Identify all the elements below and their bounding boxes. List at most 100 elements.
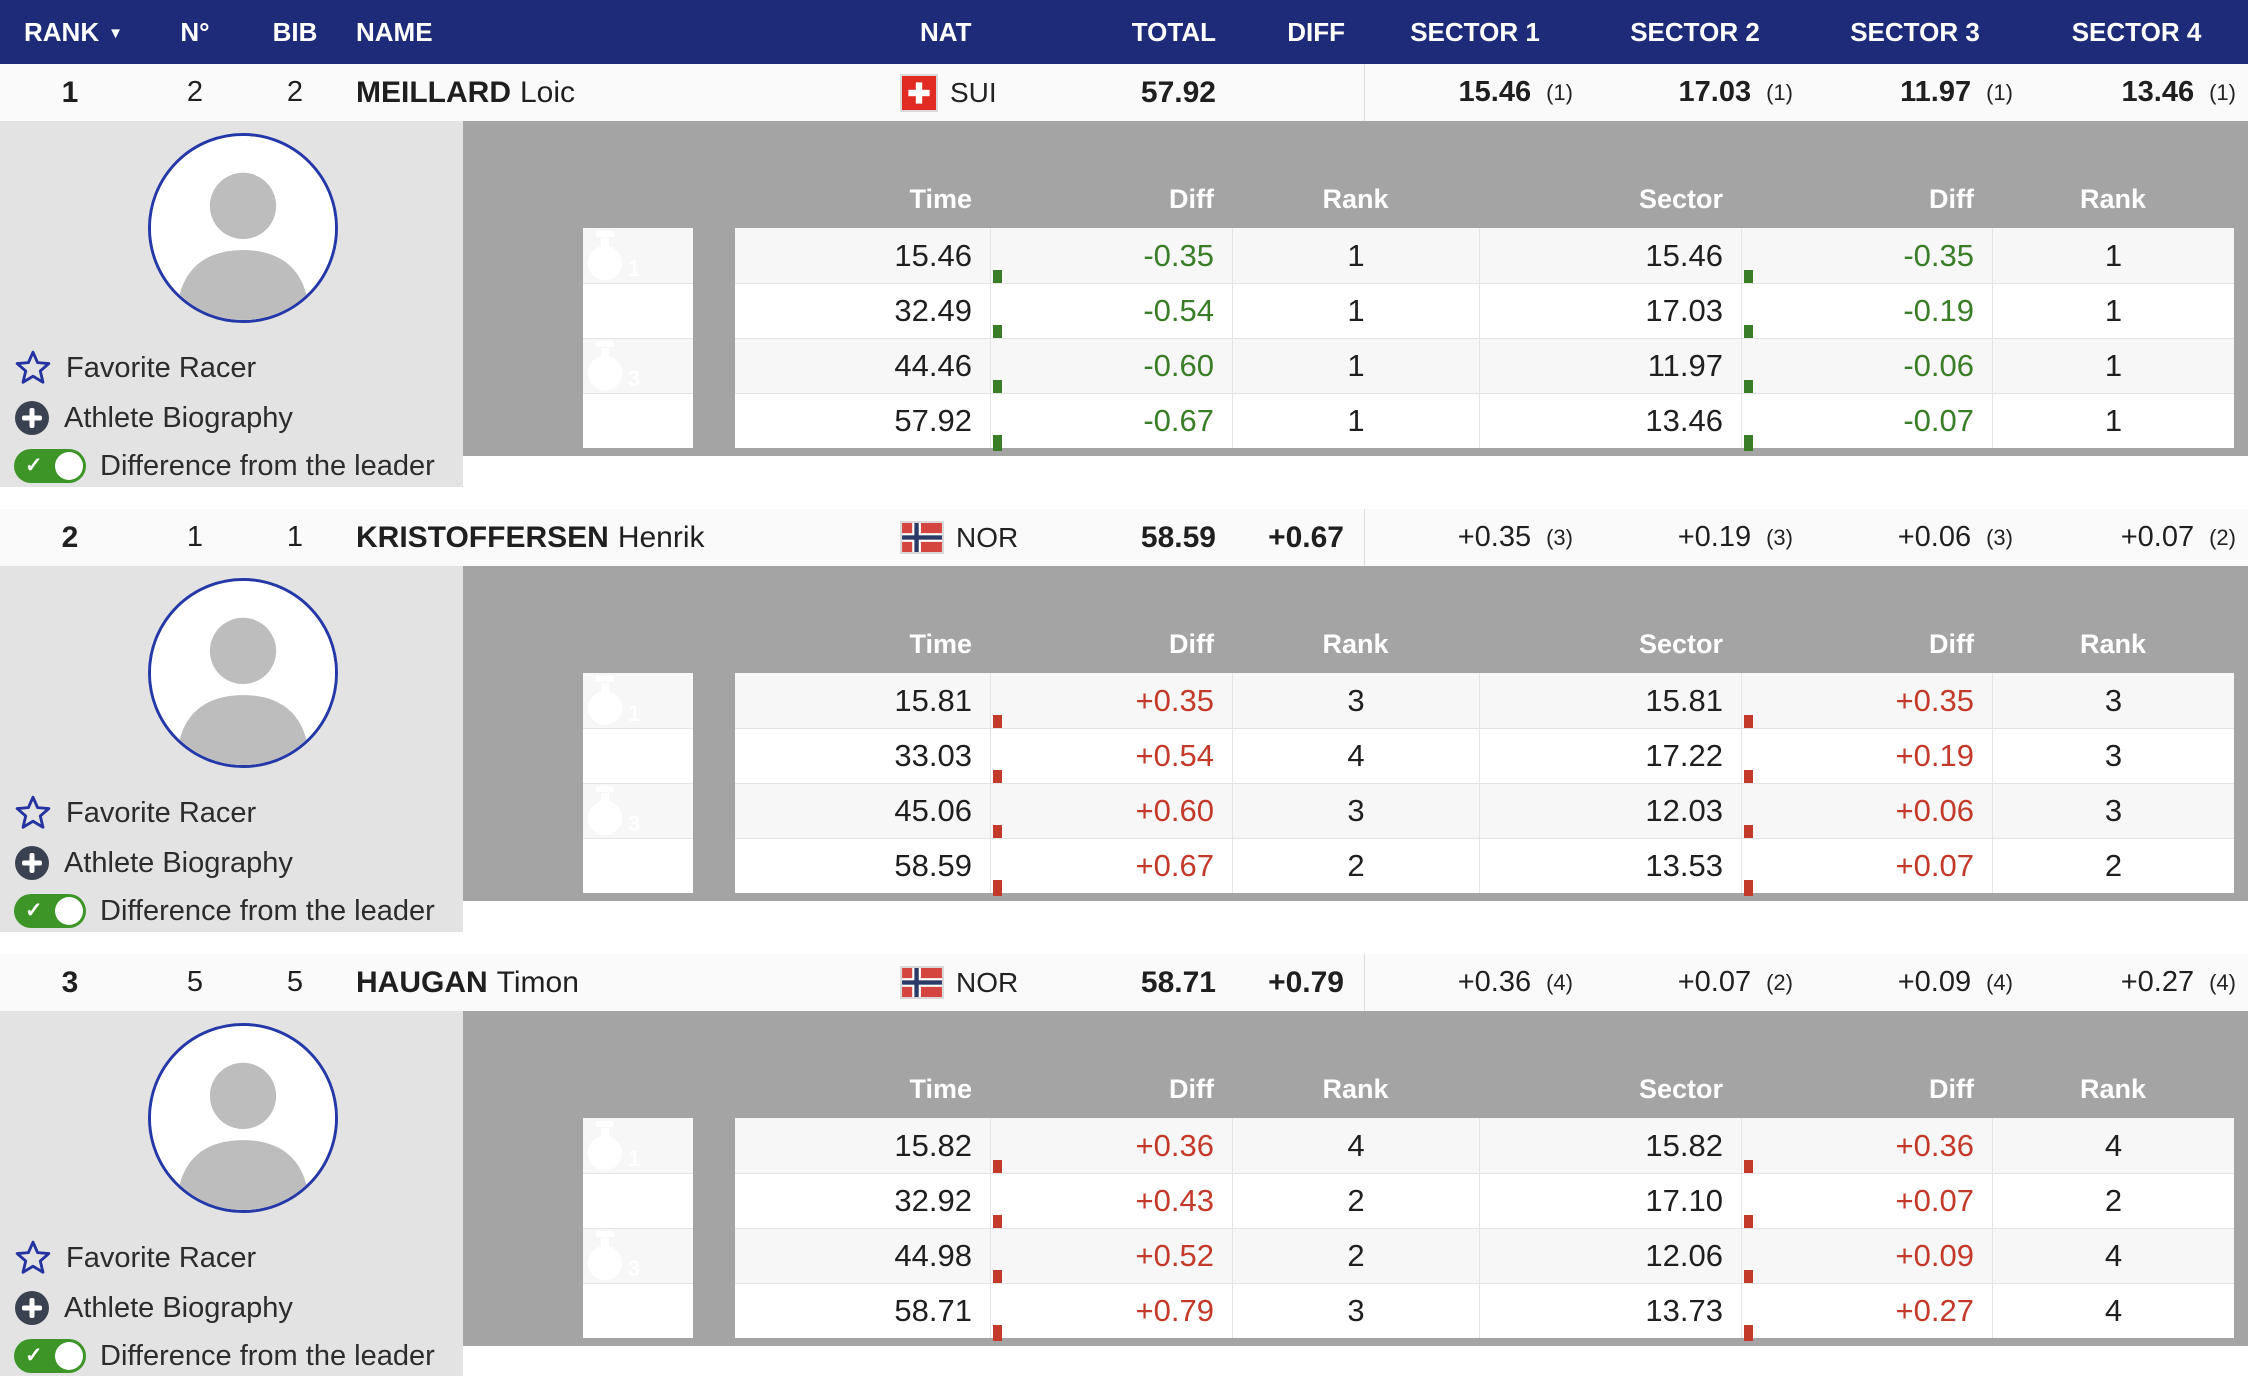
racer-block: 2 1 1 KRISTOFFERSEN Henrik NOR 58.59 +0.6… — [0, 509, 2248, 932]
bib-value: 2 — [286, 76, 304, 108]
sector1-value: +0.36 — [1457, 966, 1532, 998]
diff-marker — [993, 825, 1002, 841]
splits-header-sector-rank: Rank — [2079, 184, 2147, 214]
total-time: 57.92 — [1140, 75, 1216, 109]
favorite-racer-button[interactable]: Favorite Racer — [14, 1237, 256, 1279]
split-sector: 17.03 — [1479, 283, 1741, 338]
split-sector-rank: 3 — [1992, 673, 2234, 728]
intermediate-index: 3 — [628, 811, 641, 836]
difference-toggle-row: ✓ Difference from the leader — [14, 1335, 435, 1376]
split-icon-finish — [583, 1283, 693, 1338]
sector4-value: +0.27 — [2120, 966, 2195, 998]
nationality-code: NOR — [956, 966, 1019, 998]
splits-header-sector-diff: Diff — [1929, 184, 1974, 214]
split-time: 15.81 — [735, 673, 990, 728]
difference-toggle[interactable]: ✓ — [14, 894, 86, 928]
racer-sidebar: Favorite Racer Athlete Biography ✓ Diffe… — [0, 1011, 463, 1376]
split-time-rank: 3 — [1232, 1283, 1479, 1338]
split-time-diff: +0.35 — [990, 673, 1232, 731]
stopwatch-icon — [587, 1176, 623, 1226]
sui-flag-icon — [900, 73, 938, 112]
diff-marker — [993, 1325, 1002, 1341]
split-row-1: 1 15.81 +0.35 3 15.81 +0.35 3 — [583, 673, 2235, 731]
split-icon-intermediate-1: 1 — [583, 673, 693, 728]
favorite-racer-label: Favorite Racer — [66, 1241, 257, 1274]
check-icon: ✓ — [25, 454, 43, 477]
sector4-value: 13.46 — [2121, 76, 2195, 108]
split-sector-diff: +0.27 — [1741, 1283, 1992, 1341]
sector1-value: +0.35 — [1457, 521, 1532, 553]
racer-summary-row[interactable]: 2 1 1 KRISTOFFERSEN Henrik NOR 58.59 +0.6… — [0, 509, 2248, 566]
splits-table: Time Diff Rank Sector Diff Rank 1 15.81 — [583, 566, 2235, 896]
racer-lastname: HAUGAN — [356, 965, 488, 999]
split-sector-rank: 1 — [1992, 283, 2234, 338]
nor-flag-icon — [900, 521, 944, 554]
total-time: 58.59 — [1140, 520, 1216, 554]
racer-detail-panel: Favorite Racer Athlete Biography ✓ Diffe… — [0, 566, 2248, 932]
split-time-rank: 4 — [1232, 1118, 1479, 1173]
sector2-summary: +0.07 (2) — [1585, 966, 1805, 999]
header-rank-label: RANK — [24, 16, 100, 47]
stopwatch-icon — [587, 286, 623, 336]
splits-header-time-diff: Diff — [1169, 184, 1214, 214]
difference-toggle-label: Difference from the leader — [100, 1339, 435, 1372]
toggle-knob — [55, 452, 83, 480]
racer-photo — [148, 133, 338, 323]
split-icon-intermediate-1: 1 — [583, 228, 693, 283]
sector3-value: +0.06 — [1897, 521, 1972, 553]
split-sector-rank: 4 — [1992, 1228, 2234, 1283]
diff-marker — [993, 1215, 1002, 1231]
racer-photo — [148, 578, 338, 768]
sector3-value: +0.09 — [1897, 966, 1972, 998]
toggle-knob — [55, 1342, 83, 1370]
favorite-racer-button[interactable]: Favorite Racer — [14, 792, 256, 834]
athlete-biography-button[interactable]: Athlete Biography — [14, 1287, 293, 1329]
diff-marker — [1744, 1160, 1753, 1176]
sector2-summary: 17.03 (1) — [1585, 76, 1805, 109]
difference-toggle[interactable]: ✓ — [14, 1339, 86, 1373]
racer-sidebar: Favorite Racer Athlete Biography ✓ Diffe… — [0, 566, 463, 932]
split-sector-diff: +0.09 — [1741, 1228, 1992, 1286]
racer-summary-row[interactable]: 3 5 5 HAUGAN Timon NOR 58.71 +0.79 +0.36 … — [0, 954, 2248, 1011]
split-time: 57.92 — [735, 393, 990, 448]
athlete-biography-button[interactable]: Athlete Biography — [14, 397, 293, 439]
split-sector-diff: -0.07 — [1741, 393, 1992, 451]
split-sector-diff: -0.19 — [1741, 283, 1992, 341]
header-sector-2: SECTOR 2 — [1630, 16, 1760, 47]
split-row-2: 2 33.03 +0.54 4 17.22 +0.19 3 — [583, 728, 2235, 786]
sector3-place: (1) — [1986, 79, 2013, 105]
split-time-diff: +0.67 — [990, 838, 1232, 896]
avatar-silhouette-icon — [151, 581, 335, 765]
nationality: NOR — [885, 966, 1080, 999]
diff-marker — [993, 435, 1002, 451]
sector2-value: +0.07 — [1677, 966, 1752, 998]
athlete-biography-button[interactable]: Athlete Biography — [14, 842, 293, 884]
header-rank[interactable]: RANK ▼ — [0, 17, 140, 48]
sector1-summary: +0.36 (4) — [1365, 966, 1585, 999]
split-sector: 12.06 — [1479, 1228, 1741, 1283]
split-sector: 12.03 — [1479, 783, 1741, 838]
split-time-rank: 1 — [1232, 283, 1479, 338]
racer-firstname: Henrik — [617, 520, 705, 554]
split-icon-intermediate-3: 3 — [583, 338, 693, 393]
split-sector: 15.82 — [1479, 1118, 1741, 1173]
toggle-knob — [55, 897, 83, 925]
stopwatch-icon — [587, 230, 623, 280]
header-number: N° — [180, 16, 210, 47]
favorite-racer-button[interactable]: Favorite Racer — [14, 347, 256, 389]
total-diff — [1230, 64, 1365, 121]
difference-toggle[interactable]: ✓ — [14, 449, 86, 483]
split-row-1: 1 15.46 -0.35 1 15.46 -0.35 1 — [583, 228, 2235, 286]
diff-marker — [1744, 1325, 1753, 1341]
split-time-diff: +0.79 — [990, 1283, 1232, 1341]
stopwatch-icon — [587, 1231, 623, 1281]
split-sector-rank: 1 — [1992, 393, 2234, 448]
racer-name: HAUGAN Timon — [340, 966, 885, 1000]
results-header: RANK ▼ N° BIB NAME NAT TOTAL DIFF SECTOR… — [0, 0, 2248, 64]
sector1-place: (3) — [1546, 524, 1573, 550]
racer-summary-row[interactable]: 1 2 2 MEILLARD Loic SUI 57.92 15.46 (1) 1… — [0, 64, 2248, 121]
header-sector-1: SECTOR 1 — [1410, 16, 1540, 47]
header-name: NAME — [356, 16, 433, 47]
split-sector-rank: 4 — [1992, 1283, 2234, 1338]
avatar-silhouette-icon — [151, 1026, 335, 1210]
